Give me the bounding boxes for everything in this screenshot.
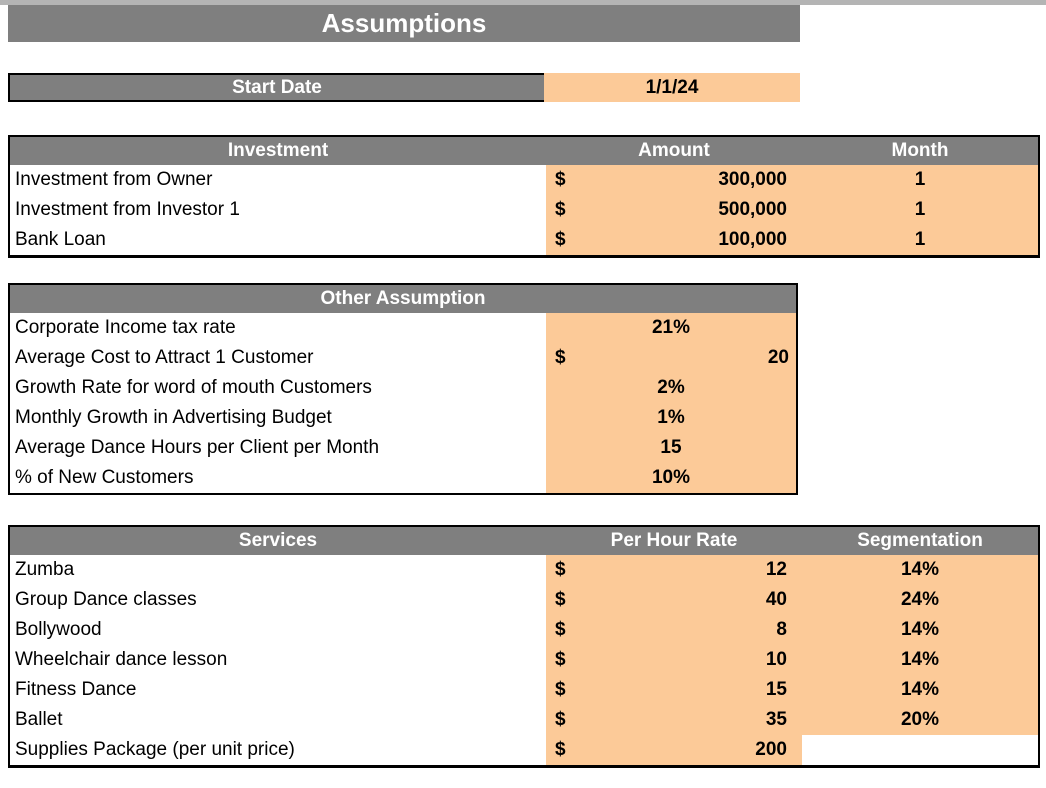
currency-symbol: $ [555, 169, 566, 190]
start-date-label: Start Date [8, 73, 544, 102]
row-label: Supplies Package (per unit price) [10, 735, 546, 765]
rate-value: 35 [765, 709, 787, 730]
segmentation-empty-cell[interactable] [802, 735, 1038, 765]
value-input-cell[interactable]: 15 [546, 433, 796, 463]
table-row: % of New Customers 10% [10, 463, 796, 493]
table-row: Zumba $ 12 14% [10, 555, 1038, 585]
rate-value: 200 [755, 739, 787, 760]
rate-input-cell[interactable]: $ 40 [546, 585, 802, 615]
investment-table-header: Investment Amount Month [10, 137, 1038, 165]
investment-table: Investment Amount Month Investment from … [8, 135, 1040, 258]
table-row: Investment from Investor 1 $ 500,000 1 [10, 195, 1038, 225]
month-input-cell[interactable]: 1 [802, 225, 1038, 255]
value-input-cell[interactable]: $ 20 [546, 343, 796, 373]
row-label: % of New Customers [10, 463, 546, 493]
other-assumptions-table: Other Assumption Corporate Income tax ra… [8, 283, 798, 495]
currency-symbol: $ [555, 559, 566, 580]
services-header-rate: Per Hour Rate [610, 530, 738, 551]
table-row: Wheelchair dance lesson $ 10 14% [10, 645, 1038, 675]
segmentation-input-cell[interactable]: 20% [802, 705, 1038, 735]
rate-value: 8 [776, 619, 787, 640]
row-label: Zumba [10, 555, 546, 585]
row-label: Investment from Owner [10, 165, 546, 195]
table-row: Monthly Growth in Advertising Budget 1% [10, 403, 796, 433]
currency-symbol: $ [555, 229, 566, 250]
value-input-cell[interactable]: 21% [546, 313, 796, 343]
currency-symbol: $ [555, 347, 566, 368]
row-label: Growth Rate for word of mouth Customers [10, 373, 546, 403]
table-row: Group Dance classes $ 40 24% [10, 585, 1038, 615]
segmentation-input-cell[interactable]: 14% [802, 615, 1038, 645]
table-row: Growth Rate for word of mouth Customers … [10, 373, 796, 403]
row-label: Monthly Growth in Advertising Budget [10, 403, 546, 433]
other-assumptions-header: Other Assumption [10, 285, 796, 313]
currency-symbol: $ [555, 739, 566, 760]
services-header-segmentation: Segmentation [857, 530, 983, 551]
rate-value: 15 [765, 679, 787, 700]
row-label: Bank Loan [10, 225, 546, 255]
row-label: Bollywood [10, 615, 546, 645]
page-title: Assumptions [8, 5, 800, 42]
row-label: Corporate Income tax rate [10, 313, 546, 343]
segmentation-input-cell[interactable]: 24% [802, 585, 1038, 615]
amount-input-cell[interactable]: $ 100,000 [546, 225, 802, 255]
row-label: Fitness Dance [10, 675, 546, 705]
services-table-header: Services Per Hour Rate Segmentation [10, 527, 1038, 555]
start-date-input-cell[interactable]: 1/1/24 [544, 73, 800, 102]
rate-input-cell[interactable]: $ 35 [546, 705, 802, 735]
amount-value: 300,000 [718, 169, 787, 190]
services-table: Services Per Hour Rate Segmentation Zumb… [8, 525, 1040, 768]
amount-input-cell[interactable]: $ 500,000 [546, 195, 802, 225]
investment-header-month: Month [891, 140, 949, 161]
amount-input-cell[interactable]: $ 300,000 [546, 165, 802, 195]
value-input-cell[interactable]: 10% [546, 463, 796, 493]
amount-value: 500,000 [718, 199, 787, 220]
rate-value: 40 [765, 589, 787, 610]
month-input-cell[interactable]: 1 [802, 165, 1038, 195]
segmentation-input-cell[interactable]: 14% [802, 675, 1038, 705]
row-label: Investment from Investor 1 [10, 195, 546, 225]
services-header-name: Services [238, 530, 318, 551]
table-row: Corporate Income tax rate 21% [10, 313, 796, 343]
amount-value: 100,000 [718, 229, 787, 250]
currency-symbol: $ [555, 649, 566, 670]
rate-input-cell[interactable]: $ 12 [546, 555, 802, 585]
row-label: Average Dance Hours per Client per Month [10, 433, 546, 463]
month-input-cell[interactable]: 1 [802, 195, 1038, 225]
rate-value: 10 [765, 649, 787, 670]
currency-symbol: $ [555, 589, 566, 610]
value-input-cell[interactable]: 1% [546, 403, 796, 433]
currency-symbol: $ [555, 199, 566, 220]
currency-symbol: $ [555, 709, 566, 730]
segmentation-input-cell[interactable]: 14% [802, 645, 1038, 675]
rate-input-cell[interactable]: $ 15 [546, 675, 802, 705]
table-row: Supplies Package (per unit price) $ 200 [10, 735, 1038, 765]
table-row: Bollywood $ 8 14% [10, 615, 1038, 645]
top-row-edge [0, 0, 1046, 5]
table-row: Ballet $ 35 20% [10, 705, 1038, 735]
row-label: Group Dance classes [10, 585, 546, 615]
row-label: Wheelchair dance lesson [10, 645, 546, 675]
table-row: Bank Loan $ 100,000 1 [10, 225, 1038, 255]
table-row: Investment from Owner $ 300,000 1 [10, 165, 1038, 195]
currency-symbol: $ [555, 619, 566, 640]
currency-symbol: $ [555, 679, 566, 700]
value-input-cell[interactable]: 2% [546, 373, 796, 403]
table-row: Fitness Dance $ 15 14% [10, 675, 1038, 705]
investment-header-name: Investment [227, 140, 329, 161]
rate-input-cell[interactable]: $ 10 [546, 645, 802, 675]
rate-value: 12 [765, 559, 787, 580]
row-label: Average Cost to Attract 1 Customer [10, 343, 546, 373]
investment-header-amount: Amount [638, 140, 710, 161]
table-row: Average Cost to Attract 1 Customer $ 20 [10, 343, 796, 373]
table-row: Average Dance Hours per Client per Month… [10, 433, 796, 463]
other-assumptions-title: Other Assumption [320, 288, 486, 309]
rate-input-cell[interactable]: $ 8 [546, 615, 802, 645]
cell-value: 20 [767, 347, 789, 368]
rate-input-cell[interactable]: $ 200 [546, 735, 802, 765]
row-label: Ballet [10, 705, 546, 735]
segmentation-input-cell[interactable]: 14% [802, 555, 1038, 585]
